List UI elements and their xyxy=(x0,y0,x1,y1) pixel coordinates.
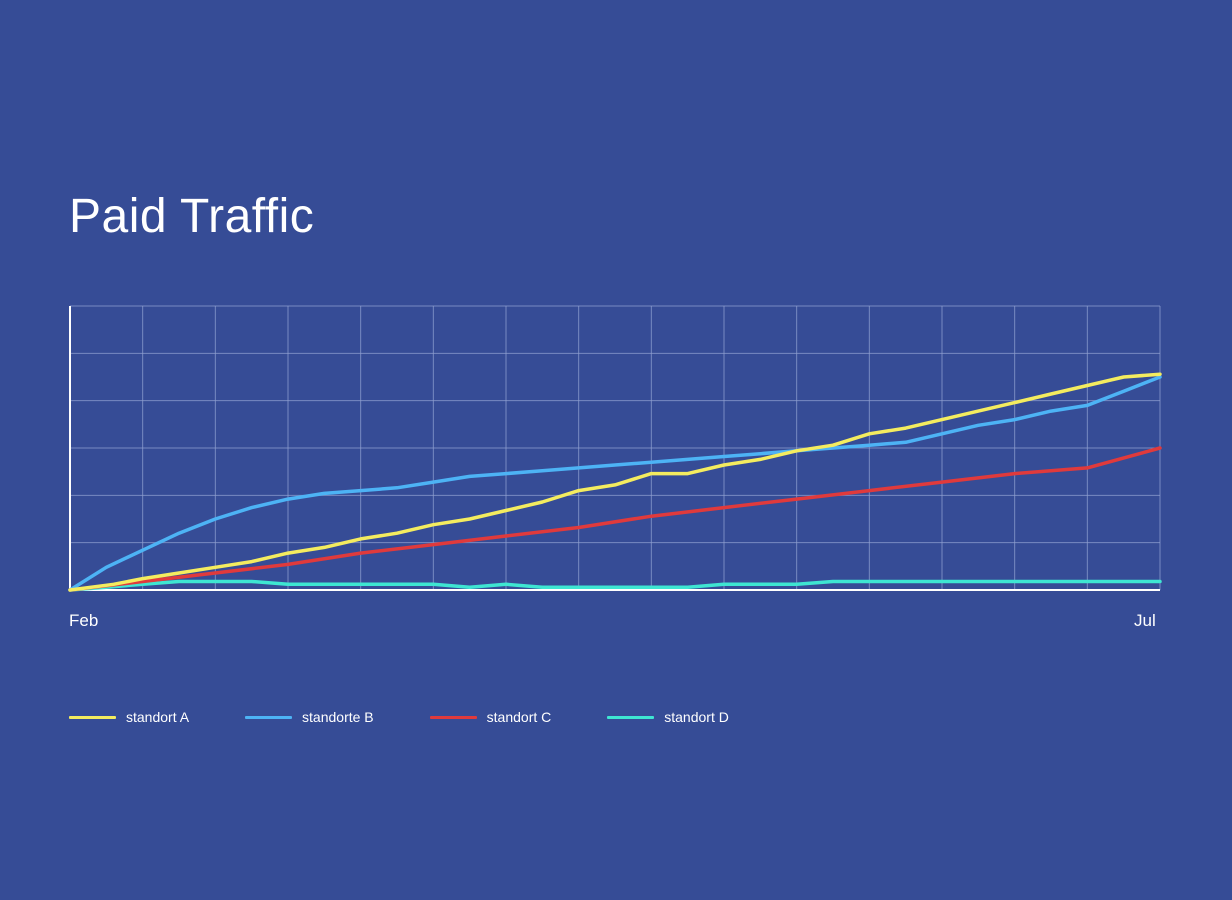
legend-swatch xyxy=(429,715,477,719)
x-axis-end-label: Jul xyxy=(1134,611,1156,630)
x-axis-start-label: Feb xyxy=(69,611,99,630)
chart-axes xyxy=(69,306,1160,591)
legend-item-standort-a: standort A xyxy=(69,709,189,725)
chart-series xyxy=(68,372,1162,592)
legend-item-standorte-b: standorte B xyxy=(245,709,374,725)
legend-item-standort-c: standort C xyxy=(429,709,552,725)
chart-grid xyxy=(69,305,1161,591)
series-line-standort-c xyxy=(68,446,1162,592)
legend-label: standort A xyxy=(126,709,190,725)
legend-label: standorte B xyxy=(302,709,374,725)
legend-label: standort D xyxy=(664,709,729,725)
series-line-standort-d xyxy=(68,579,1162,592)
series-line-standorte-b xyxy=(68,375,1162,592)
page-title: Paid Traffic xyxy=(69,190,315,243)
series-line-standort-a xyxy=(68,372,1162,592)
legend-item-standort-d: standort D xyxy=(607,709,729,725)
legend-label: standort C xyxy=(486,709,552,725)
legend-swatch xyxy=(69,715,116,719)
legend-swatch xyxy=(245,715,293,719)
chart-legend: standort A standorte B standort C standort … xyxy=(69,707,785,727)
legend-swatch xyxy=(607,715,655,719)
